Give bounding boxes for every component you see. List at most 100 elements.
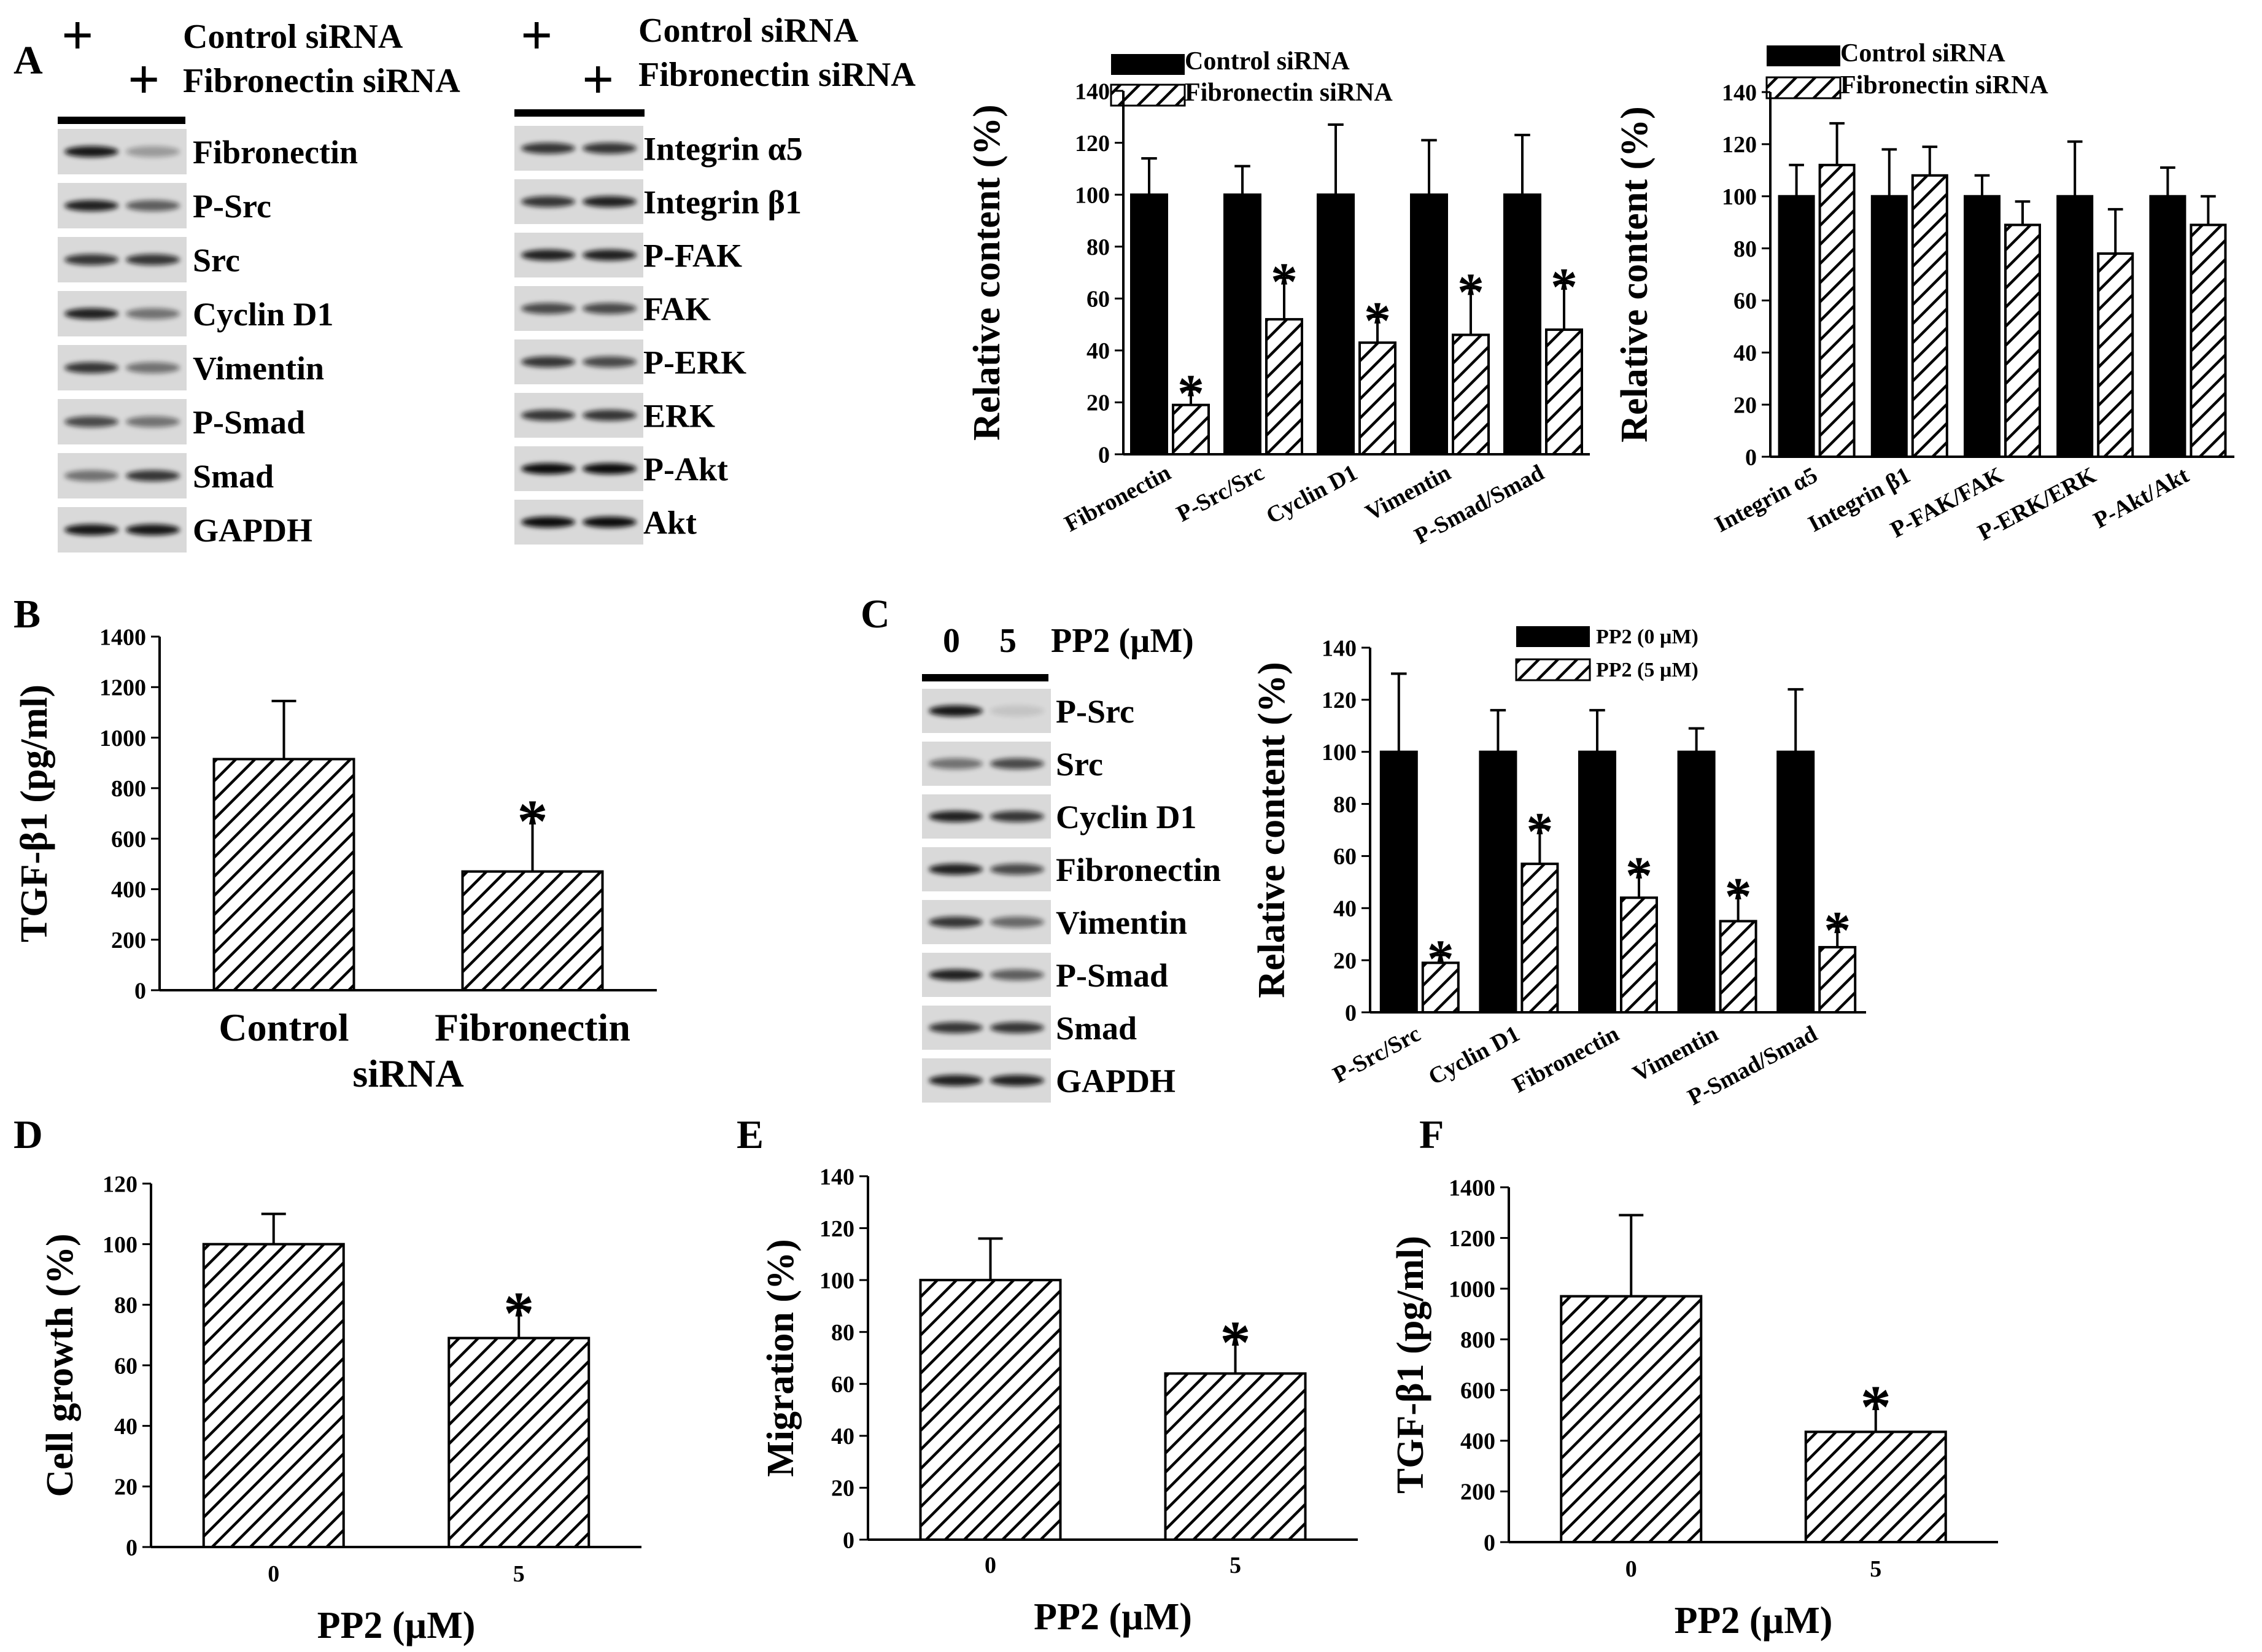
y-tick-label: 1000 [99,726,146,751]
y-axis-label: Relative content (%) [1251,662,1293,998]
blot-band [583,356,637,368]
blot-band [126,200,180,211]
significance-star: * [517,787,548,855]
bar-control [1677,750,1716,1014]
y-tick-label: 40 [831,1424,854,1449]
significance-star: * [1725,867,1752,927]
blot-band [126,146,180,157]
y-tick-label: 800 [1460,1327,1495,1353]
bar [1560,1295,1703,1543]
blot-label: Integrin α5 [643,131,803,168]
bar [461,870,604,991]
y-tick-label: 0 [126,1535,138,1561]
blot-band [64,470,118,481]
blot-band [126,416,180,427]
y-axis-label: Migration (%) [760,1239,802,1476]
bar [1164,1372,1307,1541]
bar-control [1778,195,1815,458]
y-tick-label: 200 [1460,1479,1495,1505]
blot-a-middle: + + Control siRNA Fibronectin siRNA Inte… [514,4,916,545]
blot-a-left: + + Control siRNA Fibronectin siRNA Fibr… [58,4,460,553]
bar-control [1503,193,1541,456]
bar-control [2056,195,2094,458]
bar-treated [1172,403,1210,456]
bar-treated [1452,333,1490,456]
x-tick-label: Fibronectin [435,1006,630,1049]
x-tick-label: 5 [513,1561,525,1587]
blot-band [64,200,118,211]
x-tick-label: 5 [1870,1556,1881,1582]
blot-band [583,249,637,261]
y-tick-label: 0 [843,1527,854,1553]
blot-band [583,409,637,421]
bar-control [1870,195,1908,458]
y-tick-label: 20 [114,1475,138,1500]
blot-band [990,969,1044,980]
x-tick-label: P-Akt/Akt [2090,462,2193,534]
blot-c-lane-0: 0 [943,622,960,660]
blot-a-left-plus-fn: + [128,48,160,111]
blot-a-middle-lane-bar [514,109,645,117]
y-tick-label: 60 [114,1353,138,1379]
blot-label: Fibronectin [193,134,358,171]
panel-label-d: D [14,1112,43,1157]
panel-label-c: C [861,592,890,637]
legend-a-left-label-control: Control siRNA [1185,47,1350,76]
blot-band [64,524,118,535]
blot-label: GAPDH [193,512,312,549]
y-tick-label: 20 [1086,390,1110,416]
bar [919,1279,1062,1541]
bar-control [1776,750,1815,1014]
y-axis-label: TGF-β1 (pg/ml) [14,684,55,942]
y-tick-label: 120 [1722,132,1757,158]
bar-treated [1719,920,1757,1014]
blot-label: Akt [643,505,697,541]
y-tick-label: 60 [1086,287,1110,312]
y-tick-label: 140 [1722,80,1757,106]
x-tick-label: P-Src/Src [1329,1021,1425,1088]
y-tick-label: 140 [1322,635,1357,661]
bar-treated [1520,863,1559,1014]
blot-band [126,308,180,319]
blot-label: P-Smad [1056,957,1168,994]
bar-treated [1545,328,1583,456]
blot-label: Vimentin [193,350,324,387]
blot-band [929,917,983,928]
chart-f: 0 200 400 600 800 1000 1200 1400 TGF-β1 (pg/ml) 0… [1390,1175,1998,1642]
blot-band [521,303,575,314]
blot-c: 0 5 PP2 (µM) P-Src Src Cyclin D1 Fibronecti… [922,622,1221,1103]
y-tick-label: 20 [1733,392,1757,418]
blot-band [929,1022,983,1033]
blot-c-header: PP2 (µM) [1051,622,1194,660]
y-tick-label: 0 [1098,442,1110,468]
y-tick-label: 100 [1322,740,1357,766]
y-tick-label: 80 [114,1293,138,1319]
blot-band [929,758,983,769]
bar-treated [1818,163,1856,458]
legend-a-right-swatch-control [1767,45,1840,66]
blot-a-middle-header-control: Control siRNA [638,12,859,50]
blot-label: Smad [1056,1010,1137,1047]
x-tick-label: Integrin α5 [1711,462,1822,538]
y-axis-label: Relative content (%) [966,104,1008,441]
blot-a-left-header-fn: Fibronectin siRNA [183,62,460,100]
significance-star: * [1457,263,1484,322]
blot-band [64,362,118,373]
significance-star: * [1364,292,1391,351]
legend-c-swatch-0 [1516,626,1590,647]
x-tick-label: Control [219,1006,349,1049]
blot-label: P-Src [193,188,271,225]
blot-band [126,524,180,535]
bar-control [1964,195,2001,458]
legend-a-left-swatch-control [1111,54,1185,75]
blot-band [929,969,983,980]
blot-band [929,705,983,716]
legend-c-label-5: PP2 (5 µM) [1596,659,1698,681]
y-tick-label: 120 [1075,131,1110,157]
bar-control [1223,193,1261,456]
y-tick-label: 400 [111,877,146,903]
blot-c-lane-5: 5 [999,622,1017,660]
y-tick-label: 1400 [1449,1175,1495,1201]
